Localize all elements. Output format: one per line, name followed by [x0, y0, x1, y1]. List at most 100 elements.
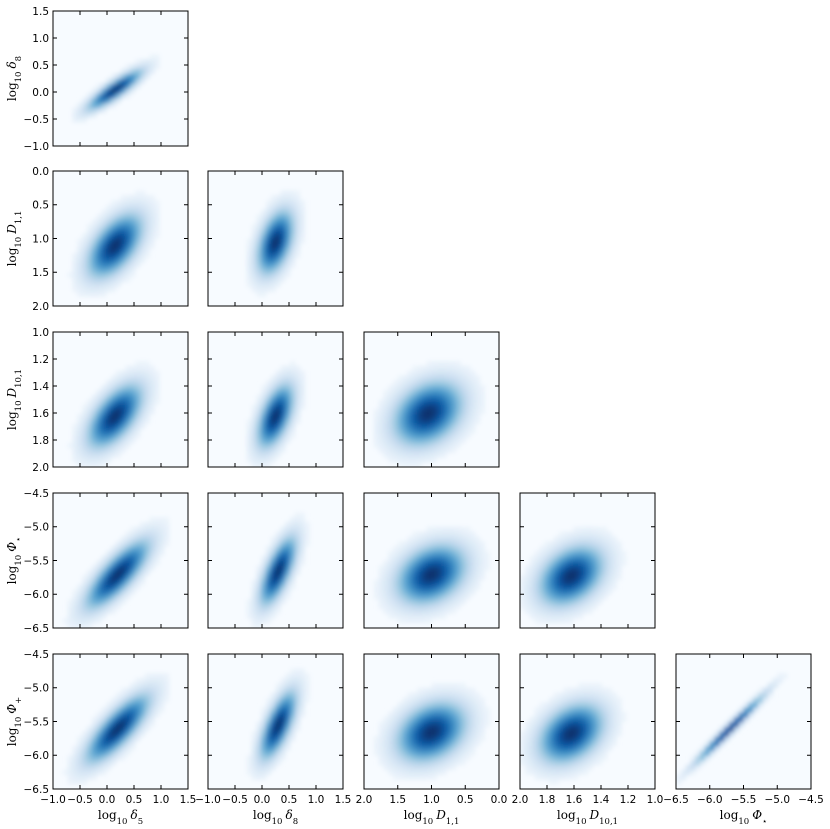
x-tick-label: 2.0: [356, 794, 373, 806]
x-axis-label-Pst: log10 Φ⋆: [720, 808, 768, 827]
x-axis-label-d5: log10 δ5: [98, 808, 143, 827]
density-heatmap: [246, 190, 306, 297]
x-axis-label-D101: log10 D10,1: [557, 808, 618, 827]
panel-frame: [207, 331, 344, 468]
density-heatmap: [67, 360, 160, 467]
y-tick-label: 1.6: [32, 408, 49, 420]
y-axis-label-Pst: log10Φ⋆: [5, 537, 24, 585]
x-tick-label: −5.0: [765, 794, 791, 806]
y-tick-label: −5.0: [24, 683, 50, 695]
x-tick-label: 0.5: [126, 794, 143, 806]
x-tick-label: 1.5: [389, 794, 406, 806]
y-tick-label: 1.4: [32, 381, 49, 393]
density-heatmap: [520, 682, 627, 785]
panel-4-3: [519, 653, 656, 790]
x-axis-label-D11: log10 D1,1: [404, 808, 460, 827]
x-tick-label: 1.5: [180, 794, 197, 806]
y-tick-label: −6.0: [24, 750, 50, 762]
x-tick-label: −1.0: [40, 794, 66, 806]
x-tick-label: 1.8: [539, 794, 556, 806]
y-tick-label: −4.5: [24, 649, 50, 661]
y-axis-label-D11: log10D1,1: [5, 211, 24, 267]
panel-1-1: [207, 170, 344, 307]
y-tick-label: 1.2: [32, 354, 49, 366]
x-tick-label: −0.5: [222, 794, 248, 806]
x-tick-label: −0.5: [67, 794, 93, 806]
x-tick-label: −4.5: [798, 794, 824, 806]
panel-2-0: [52, 331, 189, 468]
density-heatmap: [373, 526, 490, 624]
panel-3-3: [519, 492, 656, 629]
density-heatmap: [520, 526, 627, 624]
y-tick-label: −4.5: [24, 488, 50, 500]
x-tick-label: 1.4: [593, 794, 610, 806]
x-tick-label: 1.0: [153, 794, 170, 806]
panel-2-2: [363, 331, 500, 468]
x-tick-label: 1.0: [423, 794, 440, 806]
y-tick-label: 2.0: [32, 462, 49, 474]
y-axis-label-d8: log10δ8: [5, 56, 24, 101]
x-tick-label: 1.5: [335, 794, 352, 806]
panel-3-0: [52, 492, 189, 629]
panel-0-0: [52, 10, 189, 147]
density-heatmap: [246, 360, 306, 467]
density-heatmap: [246, 668, 310, 780]
x-tick-label: 0.0: [254, 794, 271, 806]
x-tick-label: 0.5: [457, 794, 474, 806]
panel-4-4: [675, 653, 812, 790]
y-tick-label: −5.5: [24, 555, 50, 567]
y-tick-label: 1.5: [32, 267, 49, 279]
density-heatmap: [676, 673, 788, 785]
y-tick-label: 1.0: [32, 327, 49, 339]
y-tick-label: 1.8: [32, 435, 49, 447]
panel-grid: [52, 10, 812, 790]
y-tick-label: −0.5: [24, 114, 50, 126]
y-tick-label: −5.5: [24, 716, 50, 728]
density-heatmap: [67, 190, 160, 297]
axis-labels: −1.0−0.50.00.51.01.50.00.51.01.52.01.01.…: [5, 6, 824, 827]
panel-4-0: [52, 653, 189, 790]
y-tick-label: 0.5: [32, 200, 49, 212]
panel-3-2: [363, 492, 500, 629]
y-tick-label: 1.0: [32, 233, 49, 245]
x-tick-label: −6.5: [663, 794, 689, 806]
density-heatmap: [72, 54, 160, 123]
panel-4-1: [207, 653, 344, 790]
y-tick-label: 0.0: [32, 87, 49, 99]
y-tick-label: 1.0: [32, 33, 49, 45]
y-tick-label: 2.0: [32, 301, 49, 313]
x-tick-label: 1.0: [308, 794, 325, 806]
x-tick-label: 0.0: [99, 794, 116, 806]
density-heatmap: [62, 517, 170, 628]
y-tick-label: −6.5: [24, 623, 50, 635]
y-tick-label: 0.5: [32, 60, 49, 72]
x-tick-label: 1.0: [647, 794, 664, 806]
x-tick-label: 0.0: [491, 794, 508, 806]
x-axis-label-d8: log10 δ8: [253, 808, 298, 827]
y-tick-label: −6.0: [24, 589, 50, 601]
y-axis-label-D101: log10D10,1: [5, 369, 24, 430]
y-tick-label: −1.0: [24, 141, 50, 153]
density-heatmap: [246, 512, 310, 628]
density-heatmap: [62, 673, 170, 785]
panel-3-1: [207, 492, 344, 629]
y-tick-label: −6.5: [24, 784, 50, 796]
x-tick-label: −5.5: [731, 794, 757, 806]
x-tick-label: 1.6: [566, 794, 583, 806]
panel-frame: [52, 331, 189, 468]
density-heatmap: [373, 682, 490, 780]
x-tick-label: 1.2: [620, 794, 637, 806]
panel-1-0: [52, 170, 189, 307]
x-tick-label: 0.5: [281, 794, 298, 806]
panel-frame: [52, 10, 189, 147]
x-tick-label: −6.0: [697, 794, 723, 806]
y-tick-label: 1.5: [32, 6, 49, 18]
x-tick-label: −1.0: [195, 794, 221, 806]
y-axis-label-Ppl: log10Φ+: [5, 697, 24, 747]
density-heatmap: [373, 360, 486, 467]
panel-4-2: [363, 653, 500, 790]
y-tick-label: 0.0: [32, 166, 49, 178]
y-tick-label: −5.0: [24, 522, 50, 534]
panel-2-1: [207, 331, 344, 468]
